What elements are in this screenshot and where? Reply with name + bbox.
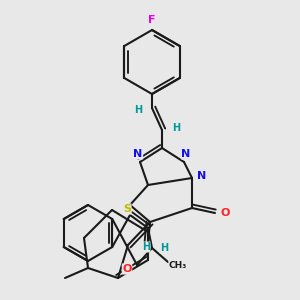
- Text: N: N: [182, 149, 190, 159]
- Text: S: S: [123, 204, 131, 214]
- Text: O: O: [220, 208, 230, 218]
- Text: O: O: [122, 264, 132, 274]
- Text: N: N: [197, 171, 207, 181]
- Text: H: H: [142, 242, 150, 252]
- Text: N: N: [134, 149, 142, 159]
- Text: H: H: [134, 105, 142, 115]
- Text: CH₃: CH₃: [169, 260, 187, 269]
- Text: H: H: [160, 243, 168, 253]
- Text: H: H: [172, 123, 180, 133]
- Text: F: F: [148, 15, 156, 25]
